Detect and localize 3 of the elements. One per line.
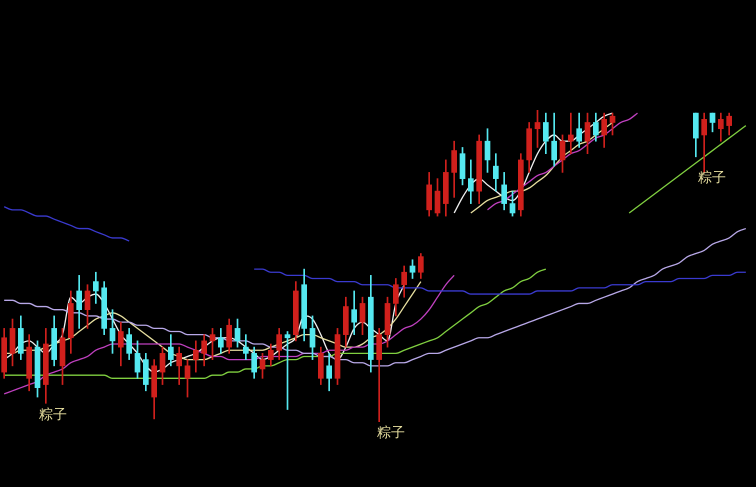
text: 粽子: [376, 424, 405, 442]
annotation: 粽子: [698, 168, 726, 187]
annotation: 粽子: [38, 406, 67, 424]
